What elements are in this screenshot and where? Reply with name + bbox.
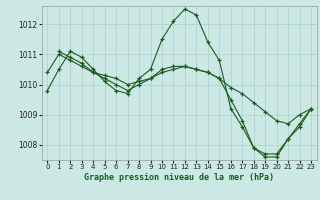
X-axis label: Graphe pression niveau de la mer (hPa): Graphe pression niveau de la mer (hPa) bbox=[84, 173, 274, 182]
